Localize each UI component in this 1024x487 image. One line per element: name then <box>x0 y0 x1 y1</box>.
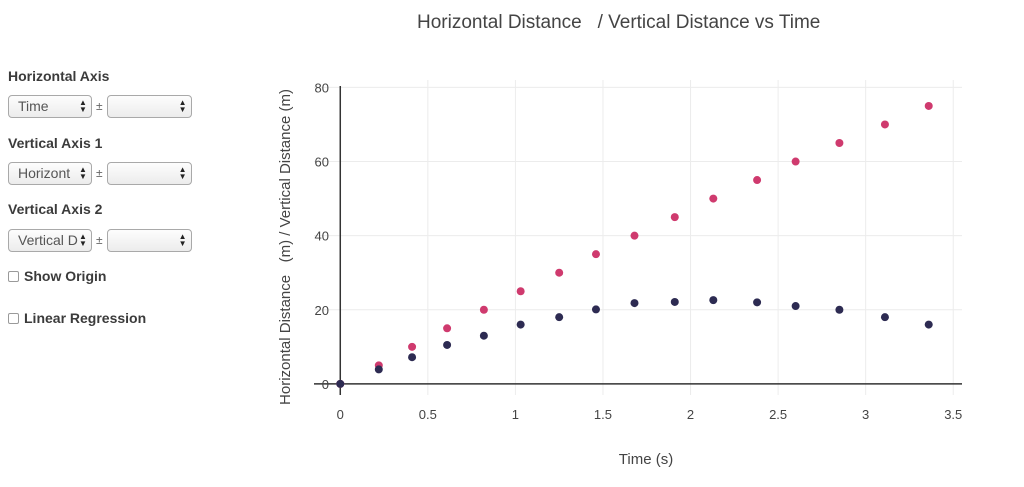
linear-regression-toggle[interactable]: Linear Regression <box>8 310 146 326</box>
select-arrows-icon: ▲ ▼ <box>178 97 187 114</box>
data-point <box>479 305 488 314</box>
y-tick-label: 60 <box>315 155 329 170</box>
plus-minus-symbol: ± <box>96 166 103 180</box>
vertical-axis-1-label: Vertical Axis 1 <box>8 135 103 151</box>
x-tick-label: 3.5 <box>944 407 962 422</box>
vertical-axis-2-error-select[interactable]: ▲ ▼ <box>106 228 192 252</box>
data-point <box>709 194 718 203</box>
vertical-axis-1-select-value: Horizont <box>18 164 71 181</box>
data-point <box>516 320 525 329</box>
data-point <box>555 313 564 322</box>
show-origin-label: Show Origin <box>24 268 107 284</box>
data-point <box>555 268 564 277</box>
vertical-axis-1-row: Horizont ▲ ▼ ± ▲ ▼ <box>8 161 192 185</box>
x-tick-label: 1.5 <box>594 407 612 422</box>
data-point <box>408 353 417 362</box>
horizontal-axis-select-value: Time <box>18 97 49 114</box>
data-point <box>791 157 800 166</box>
data-point <box>591 305 600 314</box>
y-tick-label: 40 <box>315 229 329 244</box>
data-point <box>753 176 762 185</box>
horizontal-axis-select[interactable]: Time ▲ ▼ <box>8 94 92 118</box>
data-point <box>709 296 718 305</box>
select-arrows-icon: ▲ ▼ <box>79 164 87 181</box>
data-point <box>443 324 452 333</box>
y-tick-label: 0 <box>322 377 329 392</box>
chart-title: Horizontal Distance / Vertical Distance … <box>417 12 821 33</box>
y-tick-label: 20 <box>315 303 329 318</box>
data-point <box>791 302 800 311</box>
data-point <box>591 250 600 259</box>
select-arrows-icon: ▲ ▼ <box>178 231 187 248</box>
select-arrows-icon: ▲ ▼ <box>178 164 187 181</box>
linear-regression-label: Linear Regression <box>24 310 147 326</box>
data-point <box>443 340 452 349</box>
vertical-axis-2-label: Vertical Axis 2 <box>8 201 103 217</box>
vertical-axis-2-select[interactable]: Vertical D ▲ ▼ <box>8 228 92 252</box>
data-point <box>753 298 762 307</box>
data-point <box>479 331 488 340</box>
y-axis-title: Horizontal Distance (m) / Vertical Dista… <box>277 89 294 405</box>
data-point <box>835 139 844 147</box>
data-point <box>374 365 383 374</box>
linear-regression-checkbox[interactable] <box>8 312 19 324</box>
data-point <box>408 342 417 351</box>
x-tick-label: 2 <box>687 407 694 422</box>
x-tick-label: 3 <box>862 407 869 422</box>
plus-minus-symbol: ± <box>96 233 103 247</box>
x-tick-label: 1 <box>512 407 519 422</box>
vertical-axis-1-error-select[interactable]: ▲ ▼ <box>106 161 192 185</box>
data-point <box>880 120 889 129</box>
y-tick-label: 80 <box>315 80 329 95</box>
select-arrows-icon: ▲ ▼ <box>79 97 87 114</box>
show-origin-checkbox[interactable] <box>8 270 19 282</box>
select-arrows-icon: ▲ ▼ <box>79 231 87 248</box>
data-point <box>336 379 345 388</box>
data-point <box>670 297 679 306</box>
data-point <box>516 287 525 296</box>
plus-minus-symbol: ± <box>96 99 103 113</box>
data-point <box>924 101 933 110</box>
x-tick-label: 2.5 <box>769 407 787 422</box>
vertical-axis-1-select[interactable]: Horizont ▲ ▼ <box>8 161 92 185</box>
data-point <box>835 305 844 314</box>
show-origin-toggle[interactable]: Show Origin <box>8 268 106 284</box>
data-point <box>880 313 889 322</box>
horizontal-axis-row: Time ▲ ▼ ± ▲ ▼ <box>8 94 192 118</box>
horizontal-axis-label: Horizontal Axis <box>8 68 110 84</box>
x-tick-label: 0.5 <box>419 407 437 422</box>
x-tick-label: 0 <box>337 407 344 422</box>
vertical-axis-2-select-value: Vertical D <box>18 231 78 248</box>
horizontal-axis-error-select[interactable]: ▲ ▼ <box>106 94 192 118</box>
data-point <box>670 213 679 222</box>
vertical-axis-2-row: Vertical D ▲ ▼ ± ▲ ▼ <box>8 228 192 252</box>
data-point <box>630 299 639 308</box>
data-point <box>924 320 933 329</box>
data-point <box>630 231 639 240</box>
x-axis-title: Time (s) <box>619 451 673 468</box>
